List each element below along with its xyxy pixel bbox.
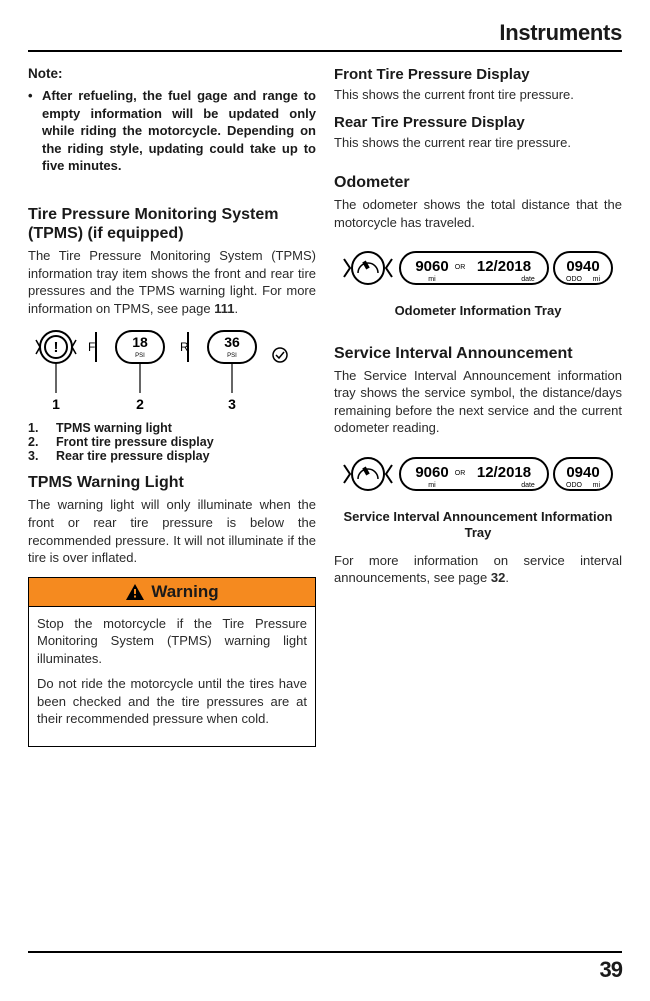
service-interval-figure: 9060 mi OR 12/2018 date 0940 ODO mi xyxy=(338,447,618,501)
footer-rule xyxy=(28,951,622,953)
columns: Note: After refueling, the fuel gage and… xyxy=(28,62,622,747)
svg-text:ODO: ODO xyxy=(566,482,583,489)
svg-text:0940: 0940 xyxy=(566,464,599,481)
service-more-info: For more information on service interval… xyxy=(334,552,622,587)
warning-p2: Do not ride the motorcycle until the tir… xyxy=(37,675,307,728)
tpms-heading: Tire Pressure Monitoring System (TPMS) (… xyxy=(28,205,316,243)
svg-text:!: ! xyxy=(54,339,59,356)
warning-triangle-icon xyxy=(125,583,145,601)
service-more-2: . xyxy=(505,570,509,585)
svg-text:date: date xyxy=(521,482,535,489)
rear-tire-heading: Rear Tire Pressure Display xyxy=(334,114,622,132)
rear-psi: 36 xyxy=(224,334,240,350)
odometer-figure: 9060 mi OR 12/2018 date 0940 ODO mi xyxy=(338,241,618,295)
service-interval-heading: Service Interval Announcement xyxy=(334,344,622,363)
tpms-body: The Tire Pressure Monitoring System (TPM… xyxy=(28,247,316,317)
odometer-caption: Odometer Information Tray xyxy=(334,303,622,319)
tpms-warning-light-body: The warning light will only illuminate w… xyxy=(28,496,316,566)
rear-tire-body: This shows the current rear tire pressur… xyxy=(334,134,622,152)
odometer-body: The odometer shows the total distance th… xyxy=(334,196,622,231)
tpms-page-ref: 111 xyxy=(214,301,234,316)
odo-date: 12/2018 xyxy=(477,258,531,275)
odometer-heading: Odometer xyxy=(334,173,622,192)
tpms-body-after: . xyxy=(234,301,238,316)
svg-text:OR: OR xyxy=(455,470,466,477)
legend-num: 3. xyxy=(28,449,42,463)
tpms-figure: ! F R 18 PSI xyxy=(28,325,298,413)
warning-p1: Stop the motorcycle if the Tire Pressure… xyxy=(37,615,307,668)
tpms-F: F xyxy=(88,340,95,354)
warning-header: Warning xyxy=(29,578,315,607)
page: Instruments Note: After refueling, the f… xyxy=(0,0,650,1001)
front-psi-unit: PSI xyxy=(135,353,145,359)
odo-or: OR xyxy=(455,264,466,271)
service-interval-caption: Service Interval Announcement Informatio… xyxy=(334,509,622,542)
legend-num: 2. xyxy=(28,435,42,449)
right-column: Front Tire Pressure Display This shows t… xyxy=(334,62,622,747)
note-label: Note: xyxy=(28,66,316,81)
odo-date-lbl: date xyxy=(521,276,535,283)
legend-num: 1. xyxy=(28,421,42,435)
warning-body: Stop the motorcycle if the Tire Pressure… xyxy=(29,607,315,746)
svg-text:mi: mi xyxy=(428,482,436,489)
idx2: 2 xyxy=(136,396,144,412)
odo-lbl1: ODO xyxy=(566,276,583,283)
warning-box: Warning Stop the motorcycle if the Tire … xyxy=(28,577,316,747)
note-bullet: After refueling, the fuel gage and range… xyxy=(42,87,316,175)
left-column: Note: After refueling, the fuel gage and… xyxy=(28,62,316,747)
service-page-ref: 32 xyxy=(491,570,505,585)
svg-text:mi: mi xyxy=(593,482,601,489)
front-tire-body: This shows the current front tire pressu… xyxy=(334,86,622,104)
top-rule xyxy=(28,50,622,52)
warning-title: Warning xyxy=(151,582,218,602)
front-psi: 18 xyxy=(132,334,148,350)
service-more-1: For more information on service interval… xyxy=(334,553,622,586)
odo-val: 0940 xyxy=(566,258,599,275)
svg-text:12/2018: 12/2018 xyxy=(477,464,531,481)
page-number: 39 xyxy=(28,957,622,983)
legend-text: TPMS warning light xyxy=(56,421,172,435)
note-list: After refueling, the fuel gage and range… xyxy=(28,87,316,175)
odo-lbl2: mi xyxy=(593,276,601,283)
service-interval-body: The Service Interval Announcement inform… xyxy=(334,367,622,437)
rear-psi-unit: PSI xyxy=(227,353,237,359)
footer: 39 xyxy=(28,951,622,983)
page-title: Instruments xyxy=(28,20,622,46)
front-tire-heading: Front Tire Pressure Display xyxy=(334,66,622,84)
idx1: 1 xyxy=(52,396,60,412)
tpms-body-text: The Tire Pressure Monitoring System (TPM… xyxy=(28,248,316,316)
legend-row: 3. Rear tire pressure display xyxy=(28,449,316,463)
svg-text:9060: 9060 xyxy=(415,464,448,481)
odo-dist: 9060 xyxy=(415,258,448,275)
idx3: 3 xyxy=(228,396,236,412)
legend-row: 1. TPMS warning light xyxy=(28,421,316,435)
legend-text: Front tire pressure display xyxy=(56,435,214,449)
legend-text: Rear tire pressure display xyxy=(56,449,210,463)
tpms-legend: 1. TPMS warning light 2. Front tire pressu… xyxy=(28,421,316,463)
odo-dist-unit: mi xyxy=(428,276,436,283)
tpms-warning-light-heading: TPMS Warning Light xyxy=(28,473,316,492)
legend-row: 2. Front tire pressure display xyxy=(28,435,316,449)
